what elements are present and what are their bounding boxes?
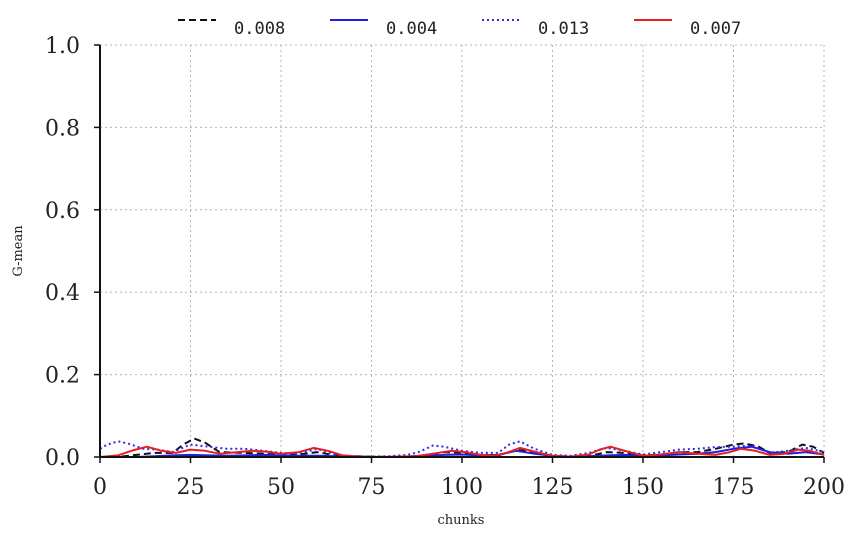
x-tick-label: 50 — [267, 475, 295, 500]
x-tick-label: 0 — [93, 475, 107, 500]
legend-label: 0.004 — [386, 19, 437, 39]
legend-label: 0.013 — [538, 19, 589, 39]
series-lines — [99, 437, 825, 458]
y-tick-label: 1.0 — [45, 34, 80, 59]
y-tick-label: 0.8 — [45, 116, 80, 141]
x-tick-label: 200 — [803, 475, 845, 500]
tick-labels: 0 25 50 75 100 125 150 175 200 0.0 0.2 0.4 0.6 0.8 1.0 — [45, 34, 845, 500]
y-tick-label: 0.4 — [45, 281, 80, 306]
x-tick-label: 75 — [358, 475, 386, 500]
y-tick-label: 0.0 — [45, 446, 80, 471]
legend-label: 0.008 — [234, 19, 285, 39]
x-tick-label: 125 — [532, 475, 574, 500]
axes — [94, 44, 825, 463]
grid — [100, 44, 825, 457]
y-axis-label: G-mean — [11, 225, 26, 277]
legend: 0.008 0.004 0.013 0.007 — [178, 19, 741, 39]
x-tick-label: 25 — [177, 475, 205, 500]
x-tick-label: 175 — [713, 475, 755, 500]
x-axis-label: chunks — [438, 513, 485, 528]
y-tick-label: 0.6 — [45, 199, 80, 224]
x-tick-label: 150 — [622, 475, 664, 500]
y-tick-label: 0.2 — [45, 364, 80, 389]
series-line — [99, 445, 825, 458]
legend-label: 0.007 — [690, 19, 741, 39]
series-line — [99, 440, 825, 458]
x-tick-label: 100 — [441, 475, 483, 500]
